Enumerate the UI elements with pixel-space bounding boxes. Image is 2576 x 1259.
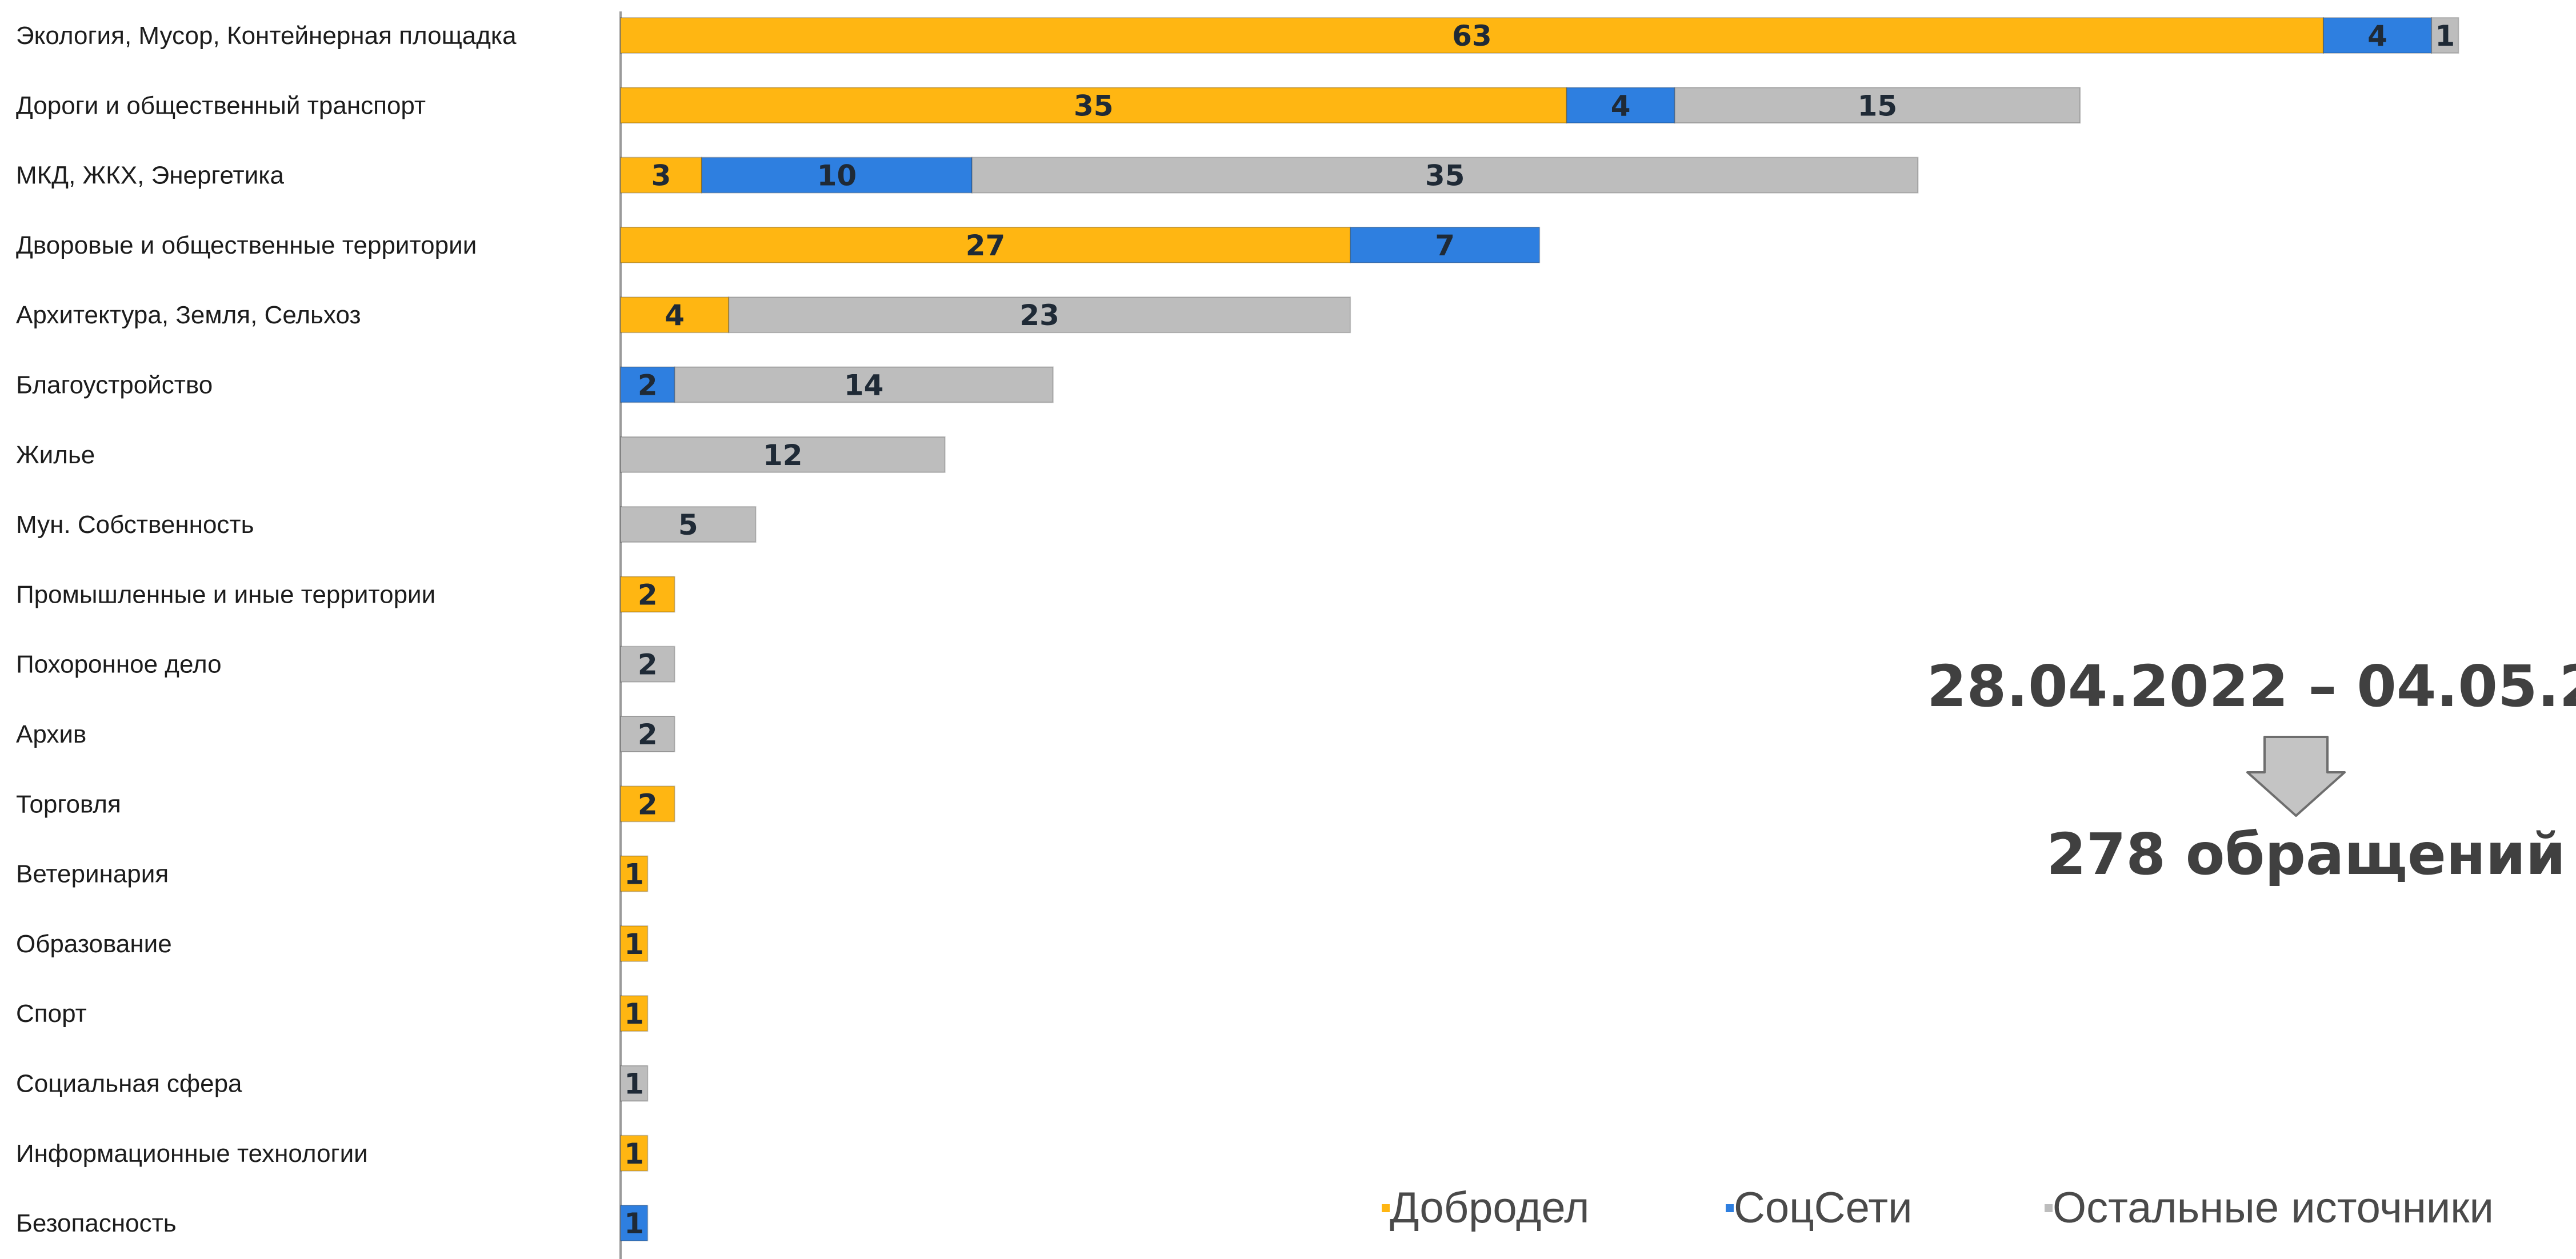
bar-segment-добродел xyxy=(620,855,649,892)
bar-value-label: 35 xyxy=(1074,89,1114,122)
bar-value-label: 2 xyxy=(638,578,658,611)
bar-value-label: 4 xyxy=(2367,19,2387,53)
legend: Добродел СоцСети Остальные источники xyxy=(1382,1184,2494,1232)
bar-segment-остальные-источники xyxy=(1674,87,2081,124)
legend-swatch-other xyxy=(2045,1204,2053,1212)
bar-segment-остальные-источники xyxy=(620,506,757,543)
bar-value-label: 5 xyxy=(678,508,698,542)
bar-value-label: 2 xyxy=(638,788,658,821)
category-label: Ветеринария xyxy=(16,860,169,888)
legend-swatch-socseti xyxy=(1726,1204,1734,1212)
category-label: Образование xyxy=(16,930,172,958)
bar-segment-добродел xyxy=(620,226,1351,263)
bar-value-label: 1 xyxy=(2435,19,2455,53)
category-label: Промышленные и иные территории xyxy=(16,580,435,608)
bar-segment-остальные-источники xyxy=(728,296,1351,334)
bar-value-label: 2 xyxy=(638,648,658,681)
category-label: Спорт xyxy=(16,1000,87,1028)
category-label: Дворовые и общественные территории xyxy=(16,231,477,259)
category-label: Безопасность xyxy=(16,1209,177,1237)
bar-segment-остальные-источники xyxy=(620,1065,649,1102)
bar-segment-соцсети xyxy=(1350,226,1541,263)
bar-value-label: 1 xyxy=(624,928,644,961)
bar-value-label: 63 xyxy=(1452,19,1492,53)
legend-item-other: Остальные источники xyxy=(2045,1184,2494,1232)
summary-block: 28.04.2022 – 04.05.2022 278 обращений xyxy=(1927,653,2576,888)
bar-segment-соцсети xyxy=(620,1205,649,1242)
bar-segment-соцсети xyxy=(2322,17,2433,54)
category-label: Информационные технологии xyxy=(16,1140,368,1168)
bar-value-label: 10 xyxy=(817,159,857,193)
legend-swatch-dobrodel xyxy=(1382,1204,1390,1212)
category-label: Архив xyxy=(16,720,86,748)
bar-segment-остальные-источники xyxy=(971,157,1919,194)
bar-segment-остальные-источники xyxy=(2431,17,2459,54)
category-label: Дороги и общественный транспорт xyxy=(16,91,426,119)
legend-label-socseti: СоцСети xyxy=(1734,1184,1913,1232)
bar-value-label: 27 xyxy=(966,229,1006,262)
bar-value-label: 3 xyxy=(651,159,671,193)
legend-label-dobrodel: Добродел xyxy=(1390,1184,1589,1232)
bar-segment-добродел xyxy=(620,785,675,823)
category-label: Торговля xyxy=(16,790,121,818)
bar-value-label: 2 xyxy=(638,369,658,402)
bar-value-label: 23 xyxy=(1019,299,1059,332)
bar-value-label: 7 xyxy=(1435,229,1455,262)
category-label: Жилье xyxy=(16,441,95,469)
category-label: Мун. Собственность xyxy=(16,511,254,539)
bar-value-label: 1 xyxy=(624,858,644,891)
bar-value-label: 35 xyxy=(1425,159,1465,193)
legend-item-socseti: СоцСети xyxy=(1726,1184,1913,1232)
bar-value-label: 1 xyxy=(624,1207,644,1240)
bar-segment-остальные-источники xyxy=(620,645,675,683)
bar-value-label: 1 xyxy=(624,997,644,1031)
bar-segment-остальные-источники xyxy=(620,716,675,752)
category-label: Благоустройство xyxy=(16,371,213,399)
bar-segment-добродел xyxy=(620,925,649,962)
bar-segment-остальные-источники xyxy=(674,366,1054,403)
bar-value-label: 14 xyxy=(844,369,884,402)
bar-segment-добродел xyxy=(620,576,675,613)
down-arrow-icon xyxy=(2246,736,2346,817)
period-text: 28.04.2022 – 04.05.2022 xyxy=(1927,653,2576,720)
bar-value-label: 1 xyxy=(624,1068,644,1101)
bar-value-label: 1 xyxy=(624,1137,644,1170)
bar-value-label: 4 xyxy=(1611,89,1631,122)
bar-value-label: 2 xyxy=(638,718,658,751)
bar-value-label: 12 xyxy=(763,439,803,472)
bar-value-label: 4 xyxy=(665,299,685,332)
total-requests-text: 278 обращений xyxy=(2046,821,2566,888)
bar-segment-добродел xyxy=(620,995,649,1032)
category-label: Архитектура, Земля, Сельхоз xyxy=(16,301,361,329)
category-label: Похоронное дело xyxy=(16,651,222,679)
category-labels: Экология, Мусор, Контейнерная площадка До… xyxy=(16,22,517,1237)
legend-item-dobrodel: Добродел xyxy=(1382,1184,1589,1232)
category-label: Экология, Мусор, Контейнерная площадка xyxy=(16,22,517,50)
bar-segment-соцсети xyxy=(620,366,675,403)
legend-label-other: Остальные источники xyxy=(2053,1184,2494,1232)
category-label: Социальная сфера xyxy=(16,1070,242,1098)
bar-value-label: 15 xyxy=(1858,89,1898,122)
category-label: МКД, ЖКХ, Энергетика xyxy=(16,162,284,190)
bar-segment-добродел xyxy=(620,1134,649,1172)
bars: 63 4 1 35 4 15 3 10 35 27 7 4 23 2 14 12 5 2 2 2 2 1 1 1 1 1 1 xyxy=(620,17,2459,1242)
bar-segment-остальные-источники xyxy=(620,436,946,473)
